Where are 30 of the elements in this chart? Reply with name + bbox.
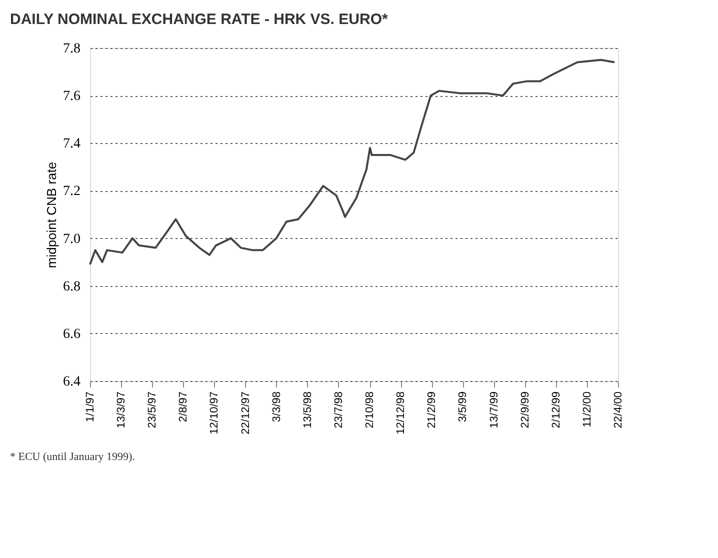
y-tick-label: 7.0 bbox=[63, 232, 80, 247]
x-tick-label: 2/10/98 bbox=[364, 392, 376, 428]
x-tick-label: 2/12/99 bbox=[550, 392, 562, 428]
y-tick-label: 6.4 bbox=[63, 374, 80, 390]
x-tick-label: 13/3/97 bbox=[116, 392, 128, 428]
x-tick-label: 21/2/99 bbox=[426, 392, 438, 428]
y-tick-label: 7.2 bbox=[63, 184, 80, 200]
x-tick-label: 13/7/99 bbox=[488, 392, 500, 428]
y-tick-label: 6.8 bbox=[63, 279, 80, 294]
x-tick-label: 22/9/99 bbox=[519, 392, 532, 428]
x-tick-label: 22/12/97 bbox=[240, 392, 252, 434]
x-tick-label: 22/4/00 bbox=[612, 392, 624, 428]
x-tick-label: 23/5/97 bbox=[146, 392, 159, 428]
x-tick-label: 12/10/97 bbox=[208, 392, 221, 434]
x-tick-label: 23/7/98 bbox=[332, 392, 345, 428]
y-tick-label: 7.8 bbox=[63, 42, 80, 56]
x-tick-label: 3/5/99 bbox=[457, 392, 470, 422]
x-tick-label: 1/1/97 bbox=[84, 392, 96, 422]
x-tick-label: 2/8/97 bbox=[178, 392, 190, 422]
chart-title: DAILY NOMINAL EXCHANGE RATE - HRK VS. EURO* bbox=[10, 11, 388, 28]
x-tick-label: 13/5/98 bbox=[302, 392, 314, 428]
line-series bbox=[89, 58, 616, 266]
x-tick-label: 3/3/98 bbox=[270, 392, 283, 422]
y-axis-title: midpoint CNB rate bbox=[44, 162, 59, 268]
text: * ECU (until January 1999). bbox=[10, 451, 136, 463]
y-tick-label: 6.6 bbox=[63, 326, 80, 342]
x-tick-label: 12/12/98 bbox=[395, 392, 408, 434]
x-tick-label: 11/2/00 bbox=[581, 392, 594, 428]
y-tick-label: 7.6 bbox=[63, 89, 80, 104]
y-tick-label: 7.4 bbox=[63, 136, 80, 152]
